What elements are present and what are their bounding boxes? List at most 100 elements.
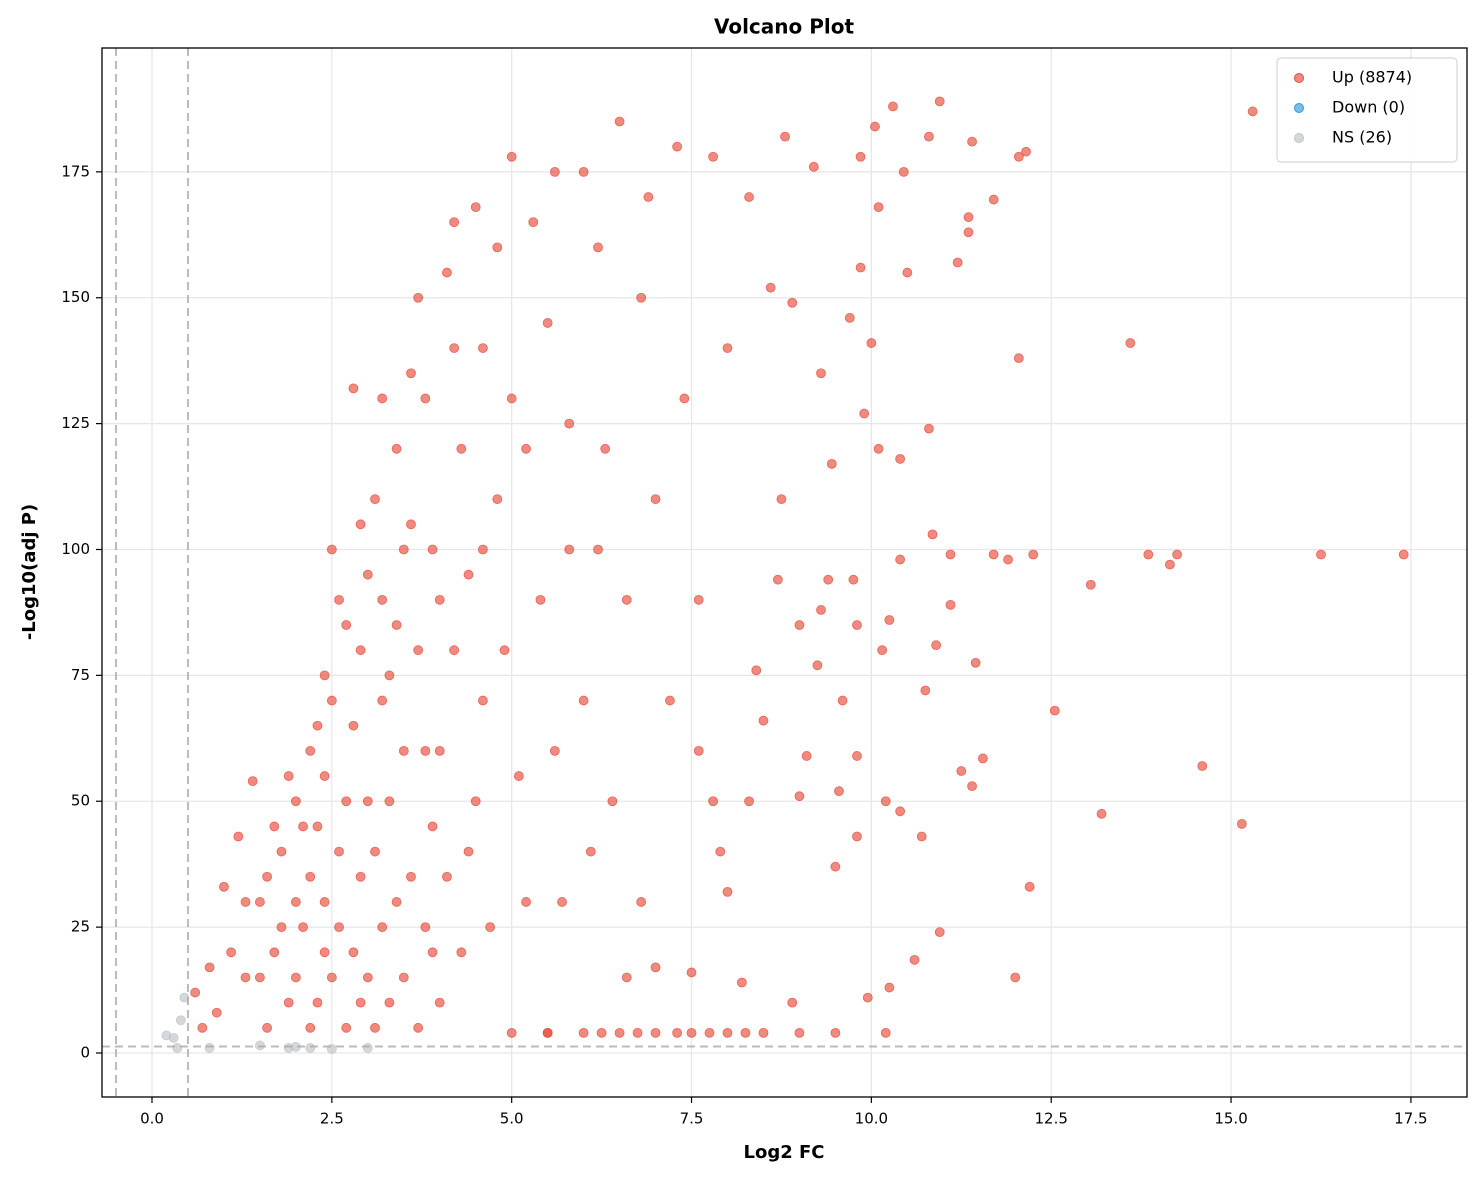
point <box>823 574 834 585</box>
point <box>852 620 862 630</box>
point <box>326 695 337 706</box>
point <box>564 544 575 555</box>
point <box>794 791 805 802</box>
point <box>370 1022 380 1033</box>
point <box>269 821 280 832</box>
point <box>758 1027 769 1038</box>
point <box>744 796 754 807</box>
point <box>204 1043 215 1053</box>
point <box>341 796 352 807</box>
plot-area <box>161 96 1409 1054</box>
y-tick-label: 125 <box>61 414 90 432</box>
point <box>413 1022 424 1033</box>
point <box>370 494 380 505</box>
x-tick-label: 0.0 <box>140 1110 164 1128</box>
point <box>427 947 438 958</box>
point <box>650 962 661 973</box>
point <box>816 368 826 379</box>
point <box>226 947 237 958</box>
point <box>334 922 344 933</box>
point <box>672 1027 683 1038</box>
point <box>276 922 287 933</box>
point <box>614 1027 625 1038</box>
point <box>362 1043 373 1053</box>
point <box>643 192 654 202</box>
point <box>341 620 352 630</box>
plot-frame <box>101 47 1468 1098</box>
point <box>391 620 402 630</box>
point <box>305 1043 316 1053</box>
point <box>970 657 981 668</box>
point <box>247 776 258 787</box>
point <box>952 257 963 268</box>
point <box>269 947 280 958</box>
point <box>1085 579 1096 590</box>
point <box>377 922 388 933</box>
point <box>1165 559 1175 570</box>
point <box>283 771 294 781</box>
point <box>578 695 589 706</box>
point <box>442 871 452 882</box>
x-tick-label: 5.0 <box>500 1110 524 1128</box>
point <box>564 418 575 429</box>
point <box>722 886 733 897</box>
point <box>650 494 661 505</box>
point <box>442 267 452 278</box>
point <box>233 831 244 842</box>
legend-marker <box>1294 73 1304 83</box>
point <box>772 574 783 585</box>
point <box>478 695 488 706</box>
point <box>787 997 798 1008</box>
point <box>765 282 776 293</box>
point <box>434 594 445 605</box>
y-tick-label: 100 <box>61 540 90 558</box>
point <box>384 997 395 1008</box>
point <box>197 1022 208 1033</box>
point <box>334 846 344 857</box>
point <box>808 161 819 172</box>
x-axis-label: Log2 FC <box>743 1142 824 1163</box>
point <box>758 715 769 726</box>
point <box>506 151 517 162</box>
point <box>406 871 416 882</box>
point <box>549 745 560 756</box>
point <box>348 383 359 394</box>
point <box>686 967 697 978</box>
point <box>384 670 395 681</box>
point <box>873 443 884 454</box>
point <box>924 131 934 142</box>
point <box>916 831 927 842</box>
point <box>722 343 733 353</box>
x-tick-label: 12.5 <box>1035 1110 1068 1128</box>
y-tick-label: 175 <box>61 162 90 180</box>
point <box>542 1027 553 1038</box>
point <box>751 665 762 676</box>
legend-marker <box>1294 133 1304 143</box>
point <box>877 645 888 656</box>
point <box>420 745 431 756</box>
point <box>931 640 942 651</box>
point <box>1010 972 1021 983</box>
point <box>859 408 870 419</box>
grid <box>102 48 1467 1097</box>
point <box>736 977 747 988</box>
point <box>255 1040 265 1051</box>
point <box>977 753 988 764</box>
point <box>1316 549 1326 560</box>
point <box>636 897 647 907</box>
point <box>934 927 945 938</box>
point <box>650 1027 661 1038</box>
legend-label: Down (0) <box>1332 98 1405 117</box>
legend-box <box>1276 57 1458 163</box>
point <box>427 544 438 555</box>
point <box>870 121 880 132</box>
point <box>1247 106 1258 117</box>
point <box>1398 549 1409 560</box>
point <box>377 594 388 605</box>
point <box>305 1022 316 1033</box>
legend: Up (8874) Down (0) NS (26) <box>1276 57 1458 163</box>
point <box>456 947 467 958</box>
y-axis-label: -Log10(adj P) <box>19 504 40 640</box>
point <box>801 751 812 761</box>
point <box>240 972 251 983</box>
